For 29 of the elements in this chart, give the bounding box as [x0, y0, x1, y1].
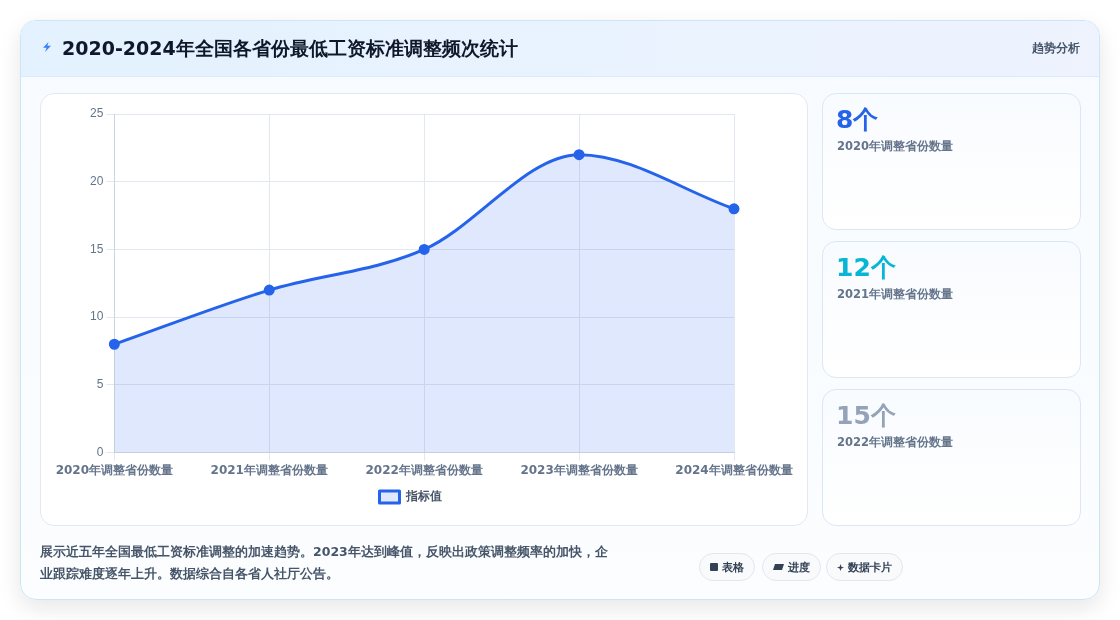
y-tick-label: 20: [89, 174, 104, 189]
text: 表格: [722, 559, 744, 575]
text: 2021年调整省份数量: [837, 287, 954, 302]
x-tick-label: 2024年调整省份数量: [675, 462, 793, 477]
text: 12个: [836, 252, 896, 284]
y-tick-label: 10: [89, 309, 104, 324]
x-tick-label: 2023年调整省份数量: [520, 462, 638, 477]
y-tick-label: 15: [89, 241, 104, 256]
chart-title: 2020-2024年全国各省份最低工资标准调整频次统计: [62, 36, 518, 61]
point: [573, 149, 585, 161]
text: 数据卡片: [848, 559, 892, 575]
point: [418, 243, 430, 255]
text: 8个: [836, 104, 879, 136]
point: [728, 203, 740, 215]
legend-label: 指标值: [404, 489, 442, 504]
text: 进度: [788, 559, 810, 575]
x-tick-label: 2020年调整省份数量: [55, 462, 174, 477]
text: 展示近五年全国最低工资标准调整的加速趋势。2023年达到峰值，反映出政策调整频率的加快，企业跟踪难度逐年上升。数据综合自各省人社厅公告。: [40, 543, 609, 583]
text: 2020年调整省份数量: [837, 139, 954, 154]
y-tick-label: 25: [89, 106, 104, 121]
point: [263, 284, 275, 296]
text: 趋势分析: [1032, 40, 1080, 57]
x-tick-label: 2021年调整省份数量: [210, 462, 328, 477]
y-tick-label: 5: [96, 377, 104, 392]
text: 15个: [836, 400, 896, 432]
text: 2022年调整省份数量: [837, 435, 954, 450]
point: [108, 338, 120, 350]
x-tick-label: 2022年调整省份数量: [365, 462, 483, 477]
y-tick-label: 0: [96, 444, 104, 459]
